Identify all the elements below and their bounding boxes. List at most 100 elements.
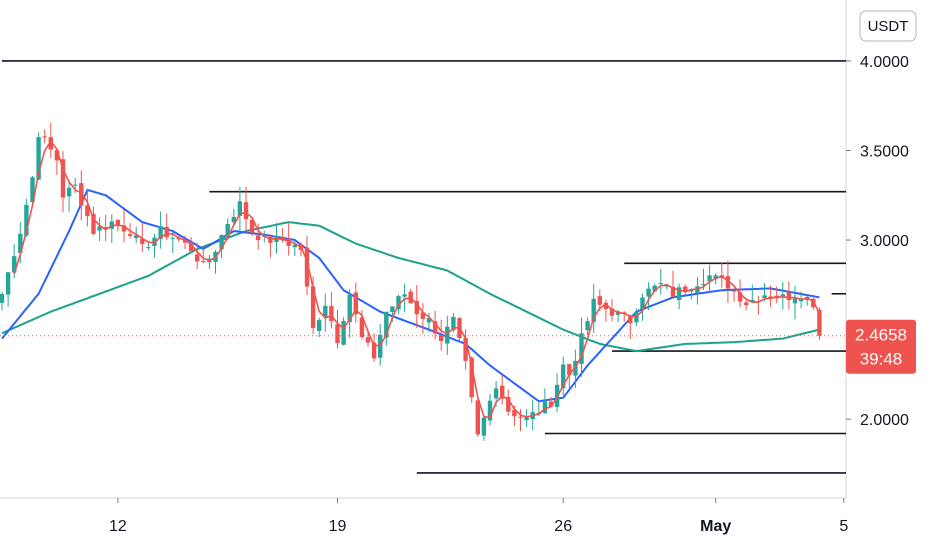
candle[interactable] — [91, 206, 96, 236]
candle[interactable] — [323, 293, 328, 332]
candle[interactable] — [683, 284, 688, 296]
currency-label[interactable]: USDT — [859, 10, 917, 42]
candle[interactable] — [213, 249, 218, 274]
candle[interactable] — [237, 186, 243, 232]
candle[interactable] — [695, 277, 700, 305]
candle[interactable] — [249, 218, 255, 237]
candle[interactable] — [432, 311, 438, 340]
candle[interactable] — [402, 283, 407, 313]
candle[interactable] — [30, 175, 35, 204]
candle[interactable] — [158, 211, 163, 249]
candle[interactable] — [585, 317, 590, 336]
candle[interactable] — [707, 264, 712, 293]
candle[interactable] — [103, 214, 108, 242]
candle[interactable] — [500, 374, 505, 405]
horizontal-levels[interactable] — [2, 60, 846, 474]
candle-body — [97, 226, 102, 231]
candle[interactable] — [408, 288, 413, 304]
candle[interactable] — [60, 151, 66, 213]
candle[interactable] — [365, 332, 371, 347]
candle[interactable] — [670, 270, 676, 297]
candle-body — [780, 294, 785, 297]
candle[interactable] — [353, 282, 358, 323]
candle[interactable] — [591, 284, 596, 334]
candle[interactable] — [573, 349, 578, 388]
candle-body — [713, 275, 718, 279]
candle[interactable] — [542, 388, 548, 415]
candle[interactable] — [371, 333, 377, 362]
candle[interactable] — [719, 263, 724, 288]
candle[interactable] — [756, 296, 761, 315]
candle[interactable] — [750, 284, 755, 303]
candle[interactable] — [561, 356, 566, 396]
candle[interactable] — [286, 223, 291, 256]
candle[interactable] — [0, 292, 5, 311]
candle[interactable] — [439, 319, 444, 351]
candle[interactable] — [646, 282, 651, 311]
candle[interactable] — [506, 389, 511, 416]
candle-body — [524, 417, 529, 421]
candle[interactable] — [85, 189, 90, 227]
candle[interactable] — [195, 242, 200, 269]
candle[interactable] — [481, 415, 487, 441]
candle[interactable] — [725, 260, 731, 304]
candle[interactable] — [268, 234, 273, 258]
candle[interactable] — [658, 269, 663, 295]
candles-layer[interactable] — [0, 122, 822, 441]
candle[interactable] — [42, 129, 47, 144]
candle[interactable] — [231, 208, 236, 226]
candle[interactable] — [414, 284, 419, 328]
candle-body — [335, 324, 340, 343]
candle[interactable] — [420, 303, 426, 334]
candle[interactable] — [243, 186, 249, 233]
candle[interactable] — [97, 217, 102, 242]
candle[interactable] — [256, 223, 261, 250]
candle[interactable] — [207, 254, 212, 269]
candle[interactable] — [335, 309, 340, 349]
candle[interactable] — [201, 246, 206, 264]
candle[interactable] — [664, 285, 670, 290]
candle[interactable] — [786, 281, 792, 310]
candle[interactable] — [792, 285, 798, 320]
candle[interactable] — [109, 214, 114, 244]
candle[interactable] — [731, 287, 737, 302]
candle[interactable] — [164, 213, 169, 241]
candle[interactable] — [66, 180, 72, 212]
candle[interactable] — [579, 317, 584, 377]
candle-body — [18, 233, 23, 254]
candle[interactable] — [634, 308, 639, 327]
candle[interactable] — [347, 289, 352, 338]
candle[interactable] — [219, 234, 224, 259]
candle[interactable] — [524, 409, 529, 427]
candle[interactable] — [780, 282, 785, 310]
candle[interactable] — [676, 283, 682, 310]
candle-body — [567, 364, 572, 376]
candle[interactable] — [475, 398, 480, 437]
candle[interactable] — [317, 317, 322, 338]
candle[interactable] — [384, 311, 389, 346]
candle[interactable] — [170, 231, 175, 253]
candle[interactable] — [463, 329, 468, 370]
candle[interactable] — [445, 315, 450, 355]
currency-label-box[interactable] — [859, 10, 917, 42]
time-tick-label: 26 — [554, 518, 572, 535]
candle[interactable] — [5, 272, 11, 307]
candle[interactable] — [79, 170, 84, 221]
candle[interactable] — [518, 409, 523, 432]
candle[interactable] — [640, 293, 645, 321]
candle[interactable] — [341, 317, 346, 346]
candle[interactable] — [304, 235, 310, 296]
candle[interactable] — [744, 298, 749, 311]
candle[interactable] — [487, 394, 493, 426]
candle[interactable] — [628, 315, 633, 339]
candle[interactable] — [768, 285, 773, 307]
candle[interactable] — [329, 292, 334, 329]
candle[interactable] — [182, 235, 188, 250]
candle[interactable] — [152, 233, 157, 258]
candle[interactable] — [548, 396, 554, 407]
candle[interactable] — [54, 148, 60, 175]
candle[interactable] — [292, 239, 297, 257]
candle-body — [286, 238, 291, 246]
